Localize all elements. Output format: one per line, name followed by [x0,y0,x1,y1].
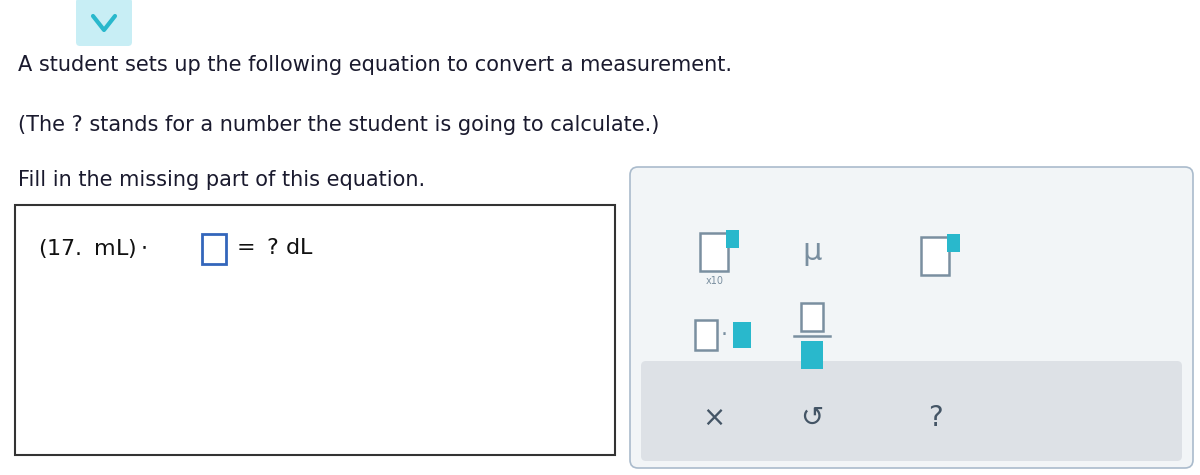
FancyBboxPatch shape [76,0,132,46]
Bar [700,233,728,271]
Text: μ: μ [803,238,822,266]
Text: A student sets up the following equation to convert a measurement.: A student sets up the following equation… [18,55,732,75]
Bar [695,320,718,350]
Bar [802,303,823,331]
Bar [733,322,751,348]
Bar [947,234,960,252]
Text: (The ? stands for a number the student is going to calculate.): (The ? stands for a number the student i… [18,115,659,135]
Bar [202,234,226,264]
Text: ↺: ↺ [800,404,823,432]
Bar [14,205,616,455]
Bar [733,322,751,348]
Bar [726,230,738,248]
FancyBboxPatch shape [641,361,1182,461]
Bar [922,237,949,275]
Text: x10: x10 [706,276,724,286]
Text: ?: ? [928,404,942,432]
Text: Fill in the missing part of this equation.: Fill in the missing part of this equatio… [18,170,425,190]
Text: $(17.\ \mathrm{mL})\cdot$: $(17.\ \mathrm{mL})\cdot$ [38,237,148,259]
Text: ·: · [720,325,727,345]
FancyBboxPatch shape [630,167,1193,468]
Text: ×: × [702,404,726,432]
Bar [802,341,823,369]
Text: $=\ ?\ \mathrm{dL}$: $=\ ?\ \mathrm{dL}$ [232,238,314,258]
